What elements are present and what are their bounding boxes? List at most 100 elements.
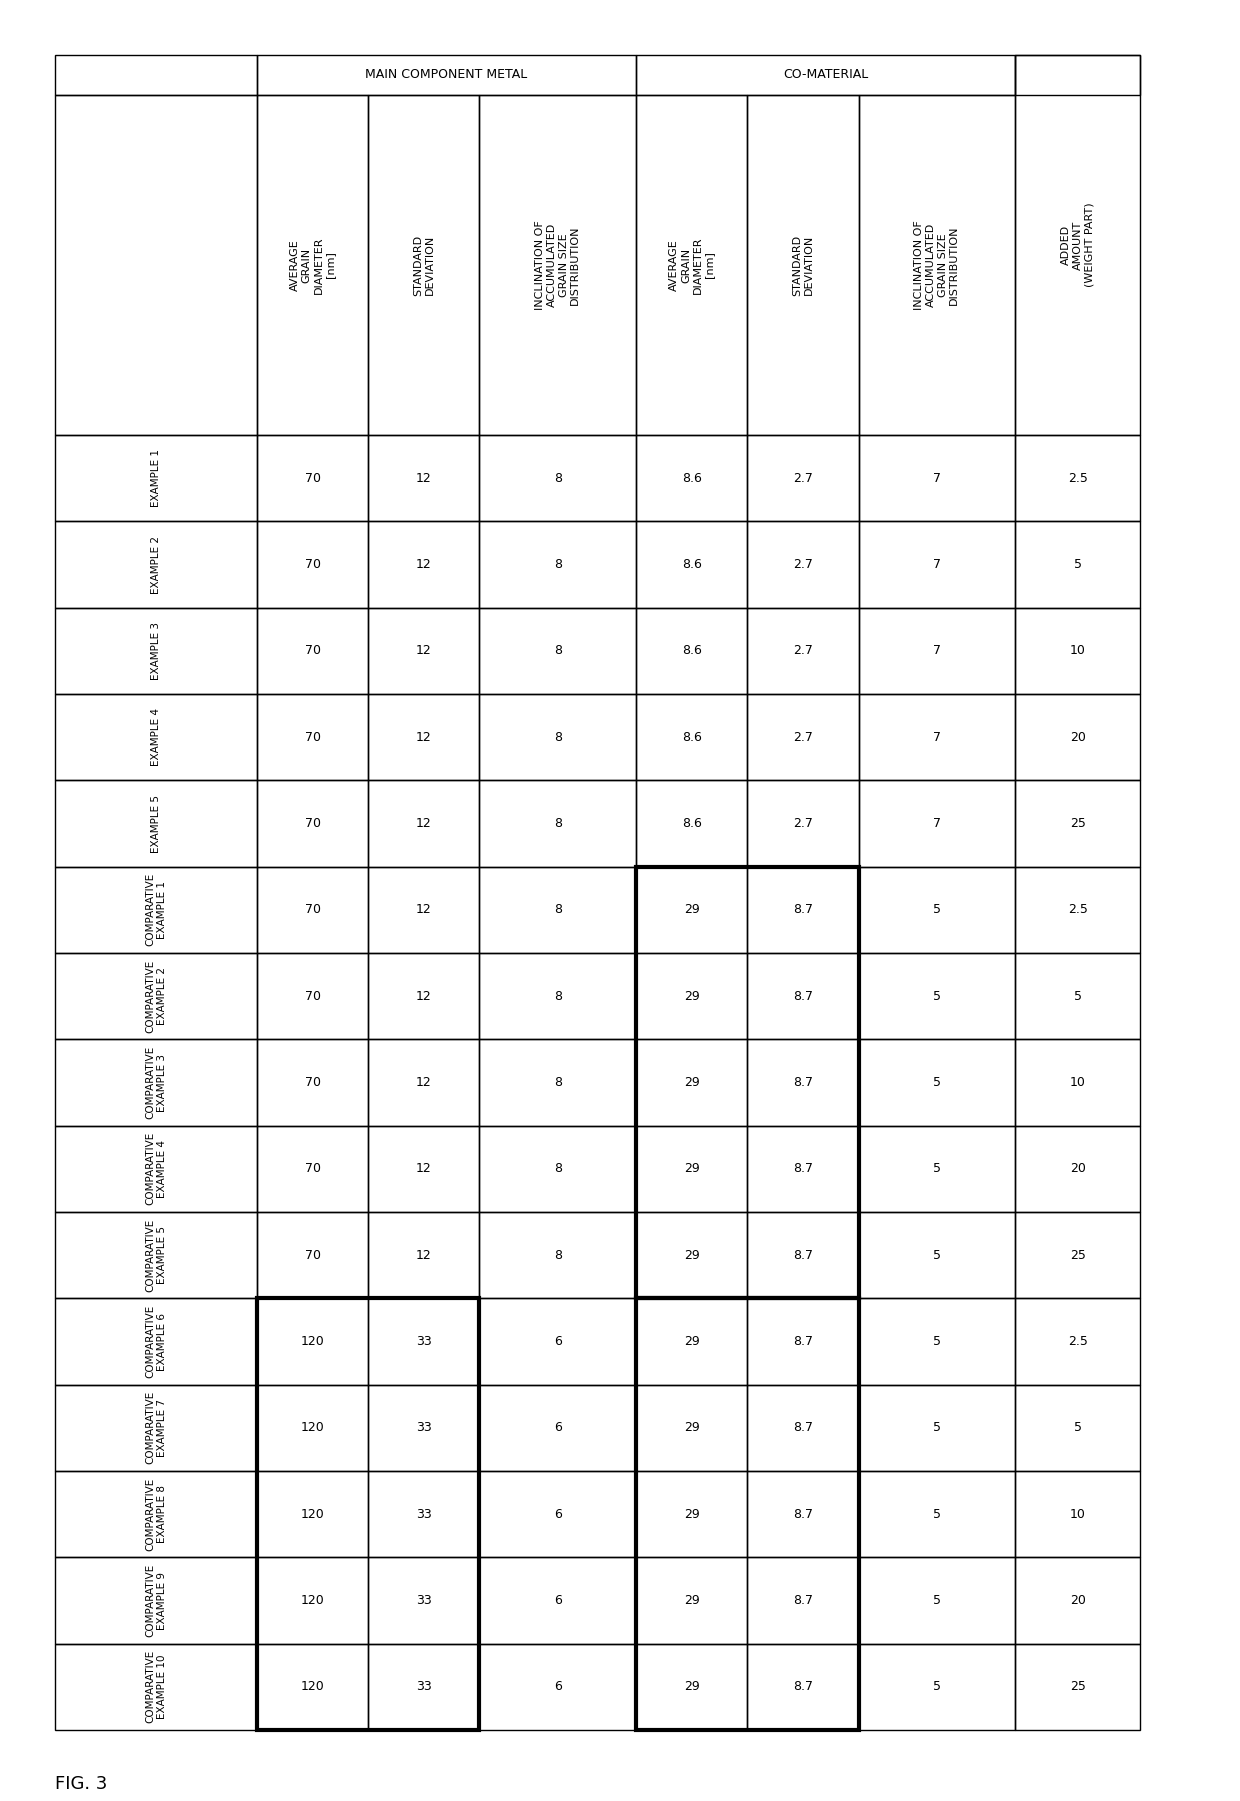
Bar [368,1558,480,1644]
Text: COMPARATIVE
EXAMPLE 6: COMPARATIVE EXAMPLE 6 [145,1306,167,1378]
Bar [55,866,257,953]
Text: 120: 120 [301,1335,325,1347]
Text: 29: 29 [684,1248,699,1263]
Text: 70: 70 [305,904,321,917]
Bar [1016,56,1140,436]
Bar [636,1471,748,1558]
Text: 2.7: 2.7 [794,731,813,744]
Text: 6: 6 [554,1594,562,1606]
Bar [748,1212,858,1299]
Bar [636,436,748,520]
Bar [480,1039,636,1126]
Bar [368,1039,480,1126]
Text: 29: 29 [684,991,699,1003]
Bar [480,1126,636,1212]
Text: 10: 10 [1070,1507,1085,1520]
Bar [257,520,368,607]
Text: 33: 33 [415,1335,432,1347]
Bar [636,1039,748,1126]
Text: 70: 70 [305,991,321,1003]
Bar [858,520,1016,607]
Bar [368,1299,480,1385]
Bar [1016,1558,1140,1644]
Bar [858,780,1016,866]
Bar [1016,56,1140,95]
Bar [480,693,636,780]
Text: 12: 12 [415,645,432,657]
Bar [55,780,257,866]
Bar [858,1212,1016,1299]
Text: 2.5: 2.5 [1068,1335,1087,1347]
Text: CO-MATERIAL: CO-MATERIAL [782,68,868,81]
Bar [748,1126,858,1212]
Text: 8.6: 8.6 [682,645,702,657]
Bar [368,1126,480,1212]
Text: 5: 5 [932,1507,941,1520]
Bar [748,1385,858,1471]
Bar [55,693,257,780]
Bar [1016,1385,1140,1471]
Bar [55,1558,257,1644]
Bar [1016,1471,1140,1558]
Bar [858,1558,1016,1644]
Text: 70: 70 [305,558,321,571]
Text: 8.7: 8.7 [792,904,813,917]
Bar [55,95,257,436]
Bar [480,953,636,1039]
Text: 6: 6 [554,1680,562,1693]
Bar [748,1299,858,1385]
Bar [368,95,480,436]
Bar [480,1644,636,1731]
Text: 5: 5 [932,1594,941,1606]
Text: 7: 7 [932,731,941,744]
Text: 8.7: 8.7 [792,1680,813,1693]
Bar [1016,1126,1140,1212]
Bar [257,1212,368,1299]
Text: 12: 12 [415,991,432,1003]
Bar [858,866,1016,953]
Bar [257,780,368,866]
Bar [1016,780,1140,866]
Text: 5: 5 [932,1075,941,1090]
Text: 8: 8 [554,731,562,744]
Bar [1016,607,1140,693]
Text: 8: 8 [554,904,562,917]
Bar [55,56,257,95]
Bar [858,436,1016,520]
Text: 70: 70 [305,472,321,484]
Text: 29: 29 [684,1594,699,1606]
Bar [257,866,368,953]
Text: COMPARATIVE
EXAMPLE 8: COMPARATIVE EXAMPLE 8 [145,1477,167,1551]
Bar [368,1212,480,1299]
Text: 8: 8 [554,818,562,830]
Text: EXAMPLE 3: EXAMPLE 3 [151,621,161,679]
Bar [748,520,858,607]
Bar [55,1644,257,1731]
Text: 70: 70 [305,731,321,744]
Text: 8: 8 [554,645,562,657]
Bar [368,1385,480,1471]
Text: 33: 33 [415,1680,432,1693]
Text: 8.6: 8.6 [682,818,702,830]
Text: 7: 7 [932,818,941,830]
Text: 12: 12 [415,472,432,484]
Text: 8.7: 8.7 [792,1594,813,1606]
Text: 2.5: 2.5 [1068,472,1087,484]
Bar [368,1471,480,1558]
Bar [636,56,1016,95]
Text: 8.7: 8.7 [792,1507,813,1520]
Text: 8.7: 8.7 [792,1162,813,1176]
Bar [858,1126,1016,1212]
Bar [636,693,748,780]
Bar [1016,436,1140,520]
Text: 8.6: 8.6 [682,731,702,744]
Text: 120: 120 [301,1680,325,1693]
Bar [368,436,480,520]
Text: 2.7: 2.7 [794,472,813,484]
Bar [368,780,480,866]
Bar [480,95,636,436]
Bar [748,1644,858,1731]
Text: 8.6: 8.6 [682,472,702,484]
Bar [858,693,1016,780]
Text: 8.7: 8.7 [792,1421,813,1434]
